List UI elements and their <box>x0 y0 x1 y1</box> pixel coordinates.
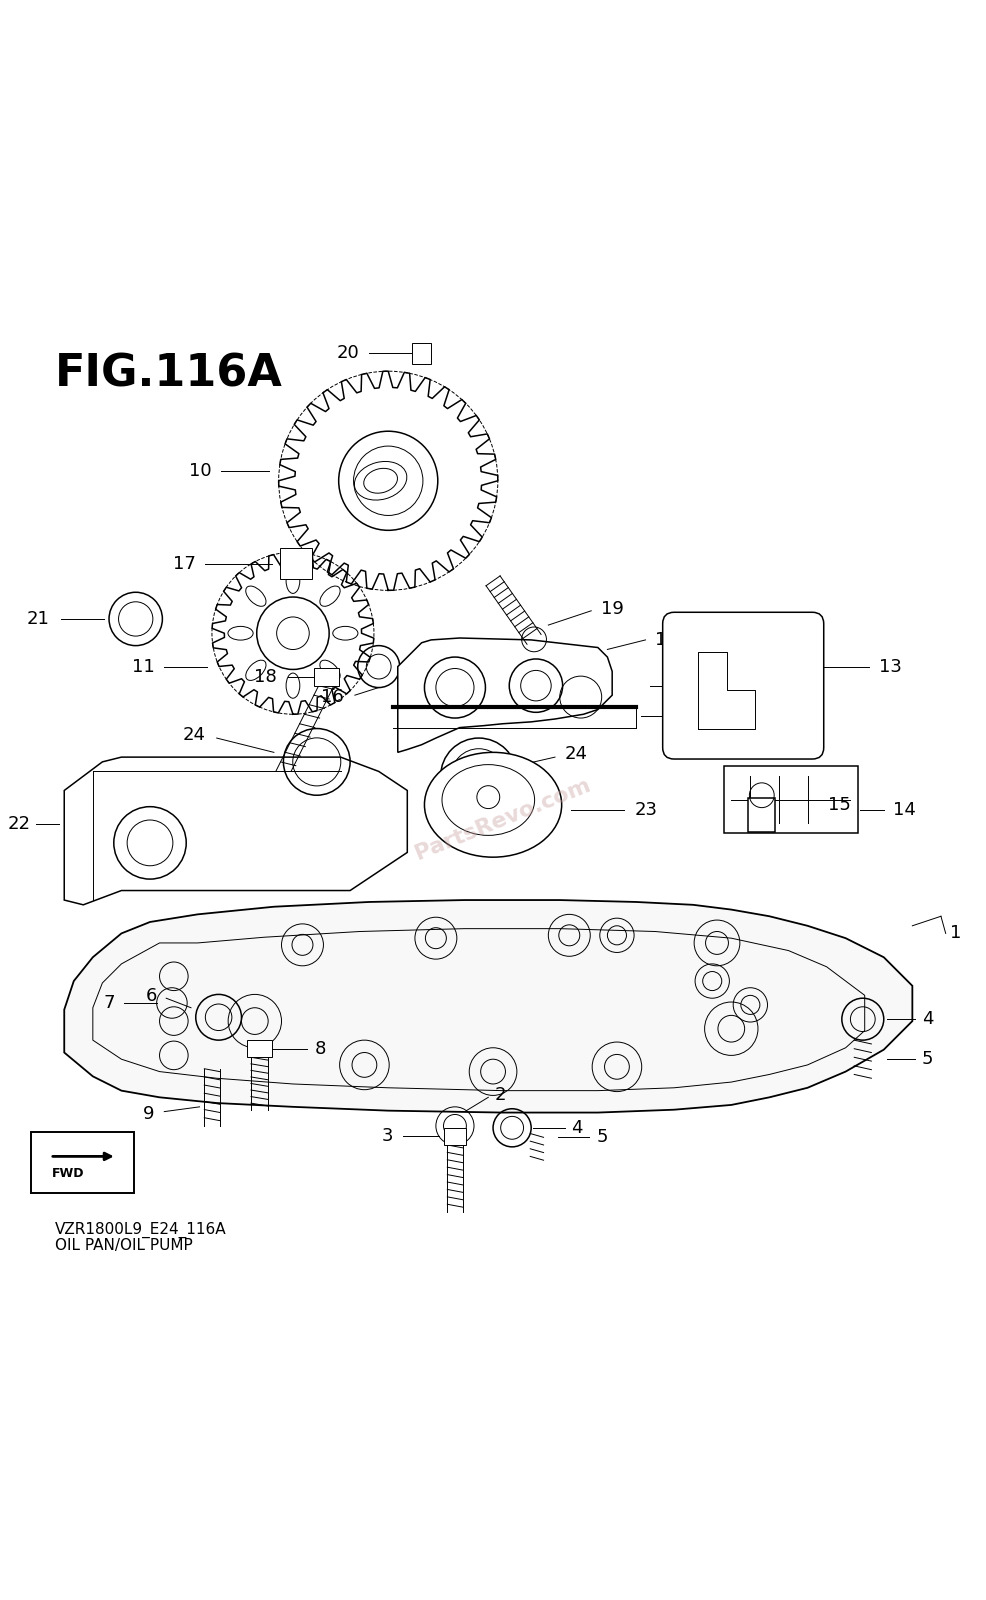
FancyBboxPatch shape <box>247 1040 272 1058</box>
Polygon shape <box>64 901 912 1112</box>
Text: 10: 10 <box>189 462 212 480</box>
Polygon shape <box>31 1131 134 1192</box>
FancyBboxPatch shape <box>663 613 823 758</box>
Text: 19: 19 <box>600 600 623 618</box>
Text: 14: 14 <box>893 800 916 819</box>
Text: 9: 9 <box>143 1106 155 1123</box>
FancyBboxPatch shape <box>724 766 858 834</box>
Text: 13: 13 <box>879 658 902 675</box>
FancyBboxPatch shape <box>314 669 338 686</box>
Text: 2: 2 <box>495 1086 507 1104</box>
Text: 23: 23 <box>635 800 658 819</box>
Text: VZR1800L9_E24_116A: VZR1800L9_E24_116A <box>54 1222 227 1238</box>
Polygon shape <box>397 638 612 752</box>
Text: PartsRevo.com: PartsRevo.com <box>412 774 594 864</box>
Text: 16: 16 <box>320 688 343 706</box>
Text: 12: 12 <box>655 630 678 650</box>
Text: 20: 20 <box>337 344 360 362</box>
Text: 4: 4 <box>922 1010 934 1029</box>
Text: 17: 17 <box>691 707 714 725</box>
Text: 24: 24 <box>565 746 588 763</box>
FancyBboxPatch shape <box>444 1128 466 1146</box>
Text: 24: 24 <box>182 726 205 744</box>
Ellipse shape <box>424 752 562 858</box>
Text: 22: 22 <box>8 814 31 834</box>
FancyBboxPatch shape <box>280 549 312 579</box>
FancyBboxPatch shape <box>748 798 775 832</box>
Text: 5: 5 <box>922 1050 934 1069</box>
FancyBboxPatch shape <box>412 342 431 363</box>
Text: 6: 6 <box>145 987 157 1005</box>
Text: 5: 5 <box>597 1128 608 1146</box>
Text: OIL PAN/OIL PUMP: OIL PAN/OIL PUMP <box>54 1238 192 1253</box>
Text: 8: 8 <box>315 1040 326 1058</box>
Text: FIG.116A: FIG.116A <box>54 352 283 395</box>
Text: 3: 3 <box>382 1128 393 1146</box>
Text: FWD: FWD <box>52 1166 85 1181</box>
Text: 7: 7 <box>104 994 114 1011</box>
Text: 1: 1 <box>951 925 961 942</box>
Polygon shape <box>64 757 407 906</box>
Text: 17: 17 <box>173 555 196 573</box>
Text: 11: 11 <box>132 658 155 675</box>
Text: 21: 21 <box>27 610 50 627</box>
Text: 15: 15 <box>828 795 851 814</box>
Text: 4: 4 <box>571 1118 583 1138</box>
Text: 18: 18 <box>254 669 277 686</box>
